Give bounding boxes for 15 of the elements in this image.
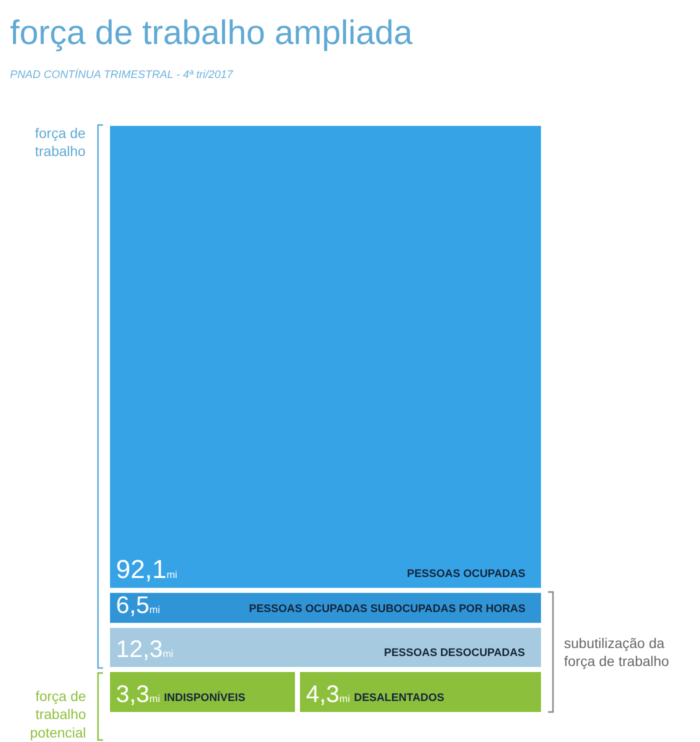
text: força de trabalho ampliada xyxy=(10,14,413,52)
text: PNAD CONTÍNUA TRIMESTRAL - 4ª tri/2017 xyxy=(10,68,234,81)
data-label: 6,5mi xyxy=(116,592,160,619)
data-label: 92,1mi xyxy=(116,554,178,584)
category-label: INDISPONÍVEIS xyxy=(164,691,246,704)
text: força de trabalho potencial xyxy=(30,688,86,740)
category-label: PESSOAS OCUPADAS xyxy=(407,568,526,580)
category-label: DESALENTADOS xyxy=(354,692,444,704)
category-label: PESSOAS DESOCUPADAS xyxy=(384,647,525,659)
category-label: PESSOAS OCUPADAS SUBOCUPADAS POR HORAS xyxy=(249,603,526,615)
data-label: 4,3mi xyxy=(306,681,350,708)
text: subutilização da força de trabalho xyxy=(564,635,670,670)
text: força de trabalho xyxy=(35,125,86,160)
data-label: 3,3mi xyxy=(116,681,160,708)
data-label: 12,3mi xyxy=(116,636,174,663)
